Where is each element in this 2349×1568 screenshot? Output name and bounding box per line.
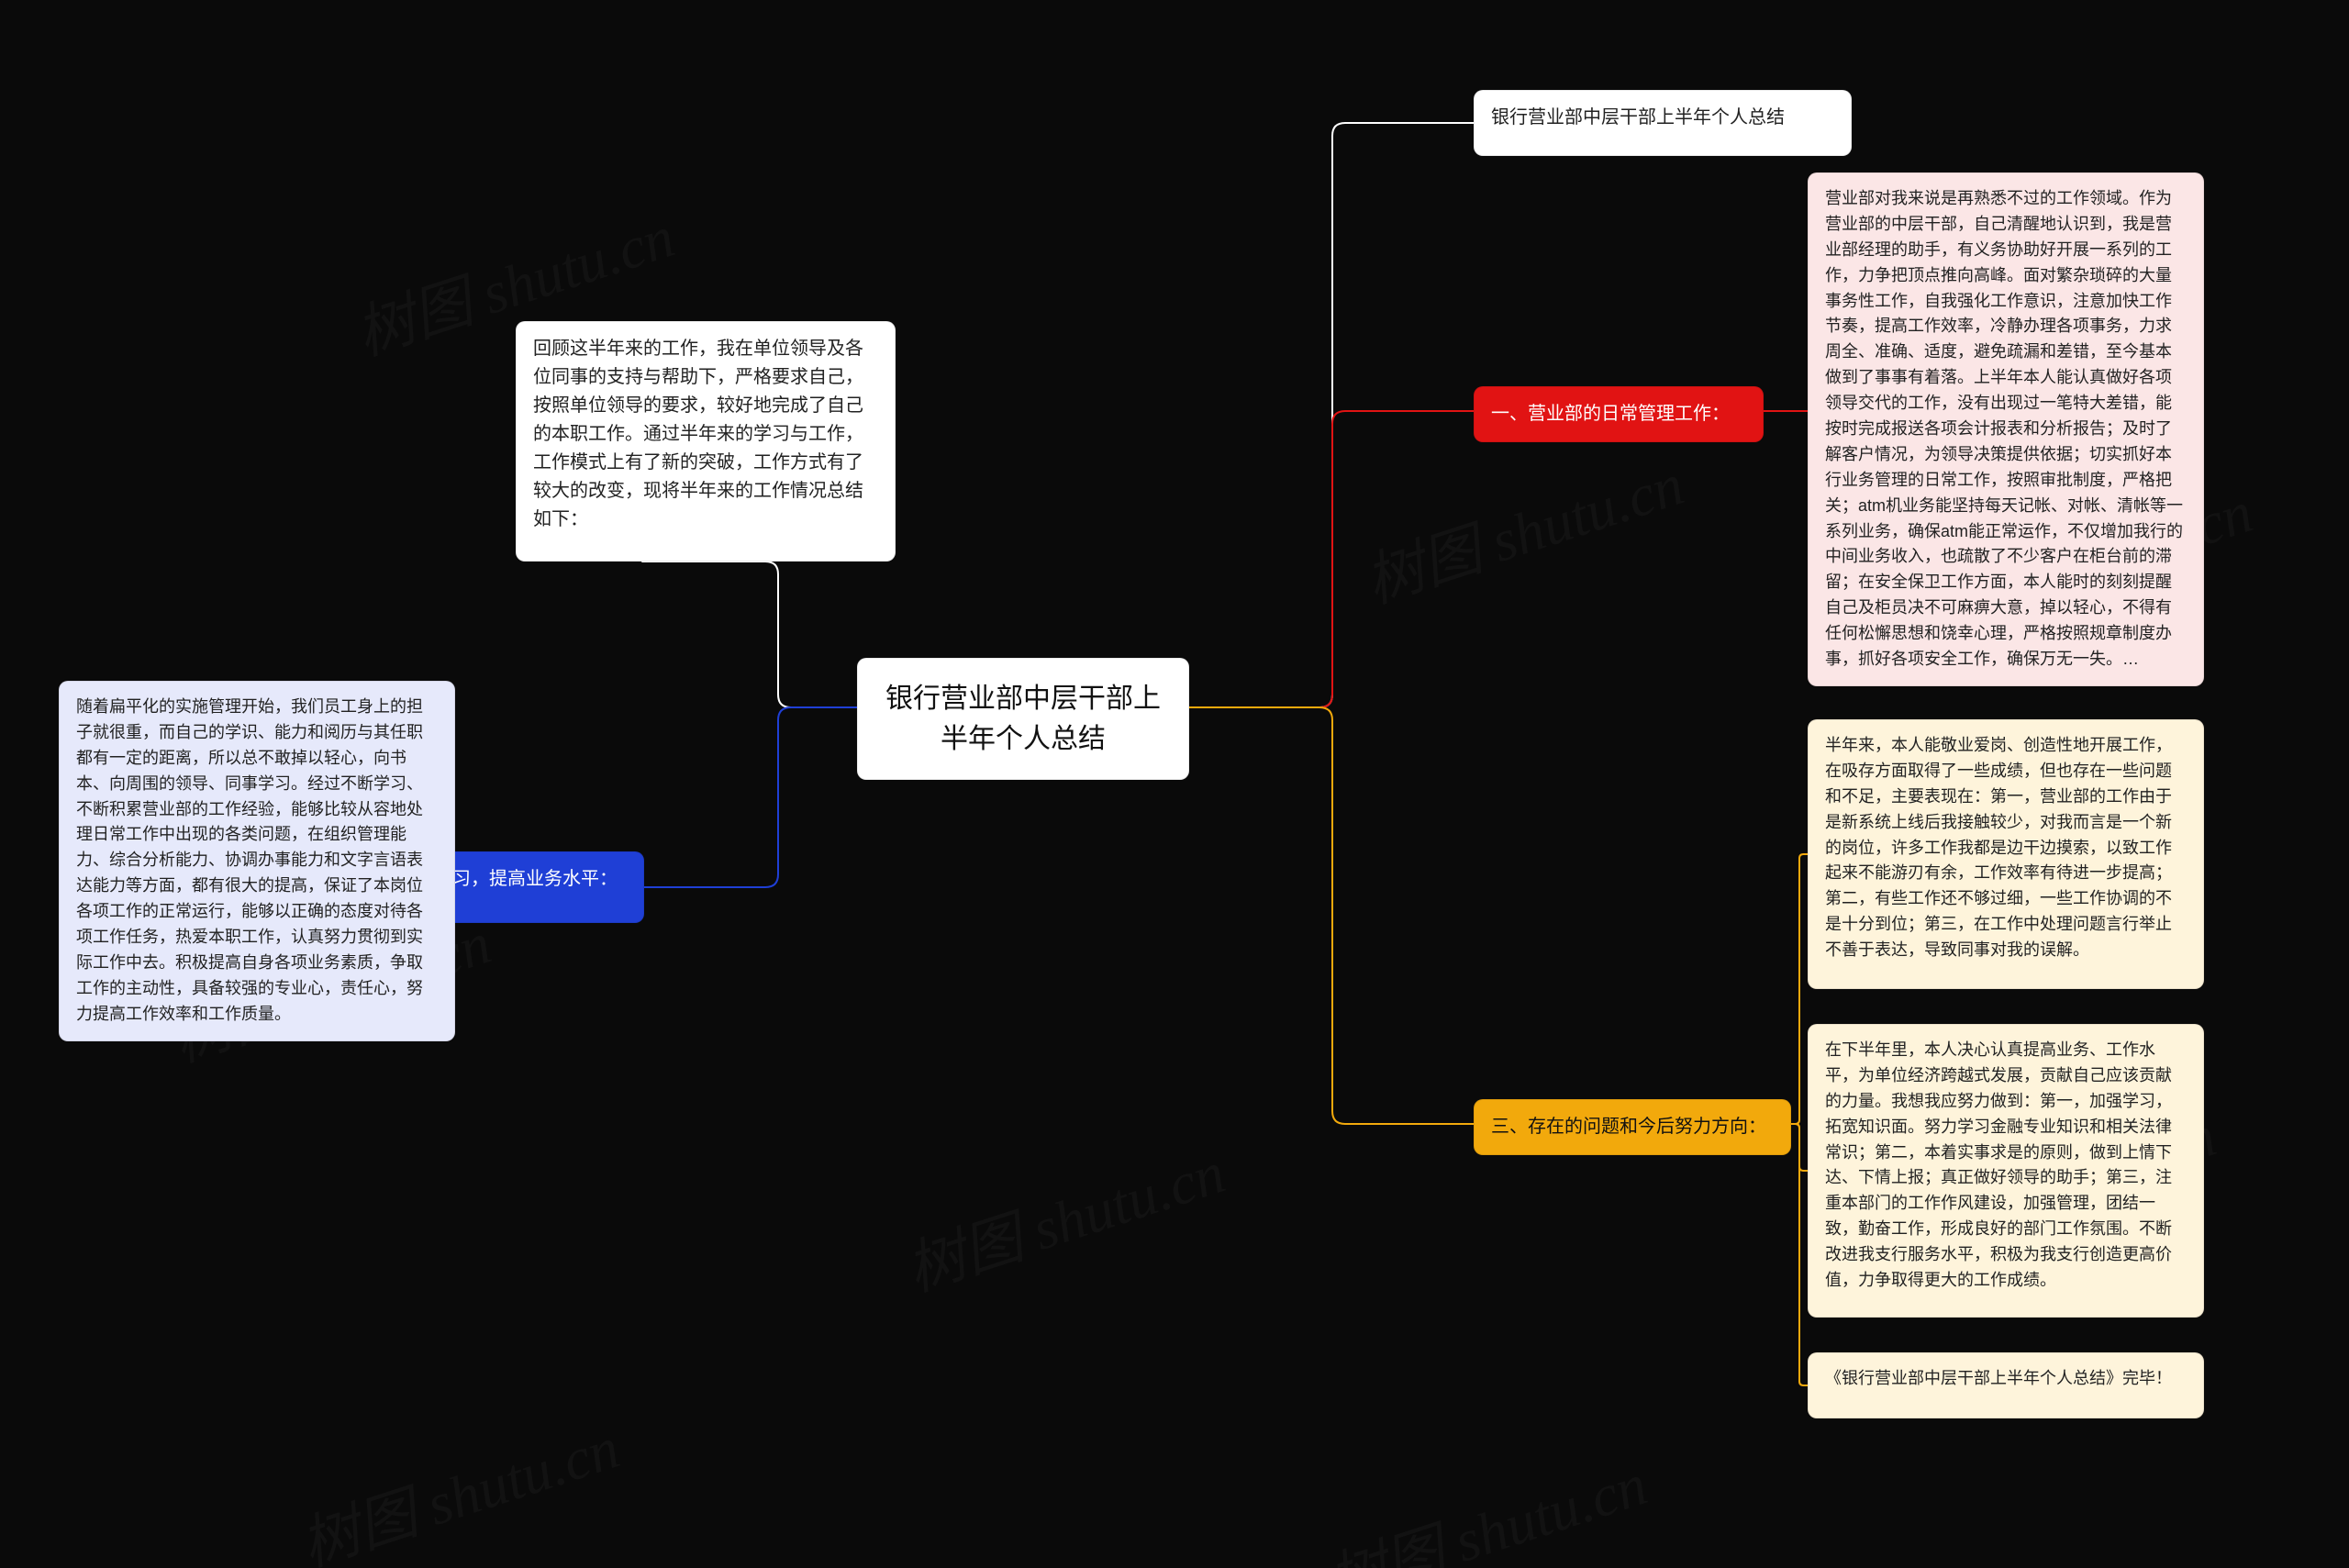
node-section-2-body[interactable]: 随着扁平化的实施管理开始，我们员工身上的担子就很重，而自己的学识、能力和阅历与其… [59,681,455,1041]
node-section-3-body-3[interactable]: 《银行营业部中层干部上半年个人总结》完毕！ [1808,1352,2204,1418]
node-section-1[interactable]: 一、营业部的日常管理工作： [1474,386,1764,442]
node-intro[interactable]: 回顾这半年来的工作，我在单位领导及各位同事的支持与帮助下，严格要求自己，按照单位… [516,321,896,562]
node-section-1-body[interactable]: 营业部对我来说是再熟悉不过的工作领域。作为营业部的中层干部，自己清醒地认识到，我… [1808,172,2204,686]
node-center[interactable]: 银行营业部中层干部上半年个人总结 [857,658,1189,780]
watermark: 树图 shutu.cn [1317,1438,1656,1568]
mindmap-canvas: { "canvas": { "width": 2560, "height": 1… [0,0,2349,1568]
watermark: 树图 shutu.cn [895,1126,1234,1307]
watermark: 树图 shutu.cn [289,1401,629,1568]
node-section-3-body-1[interactable]: 半年来，本人能敬业爱岗、创造性地开展工作，在吸存方面取得了一些成绩，但也存在一些… [1808,719,2204,989]
node-section-3-body-2[interactable]: 在下半年里，本人决心认真提高业务、工作水平，为单位经济跨越式发展，贡献自己应该贡… [1808,1024,2204,1318]
node-section-3[interactable]: 三、存在的问题和今后努力方向： [1474,1099,1791,1155]
node-title-duplicate[interactable]: 银行营业部中层干部上半年个人总结 [1474,90,1852,156]
watermark: 树图 shutu.cn [1353,438,1693,619]
